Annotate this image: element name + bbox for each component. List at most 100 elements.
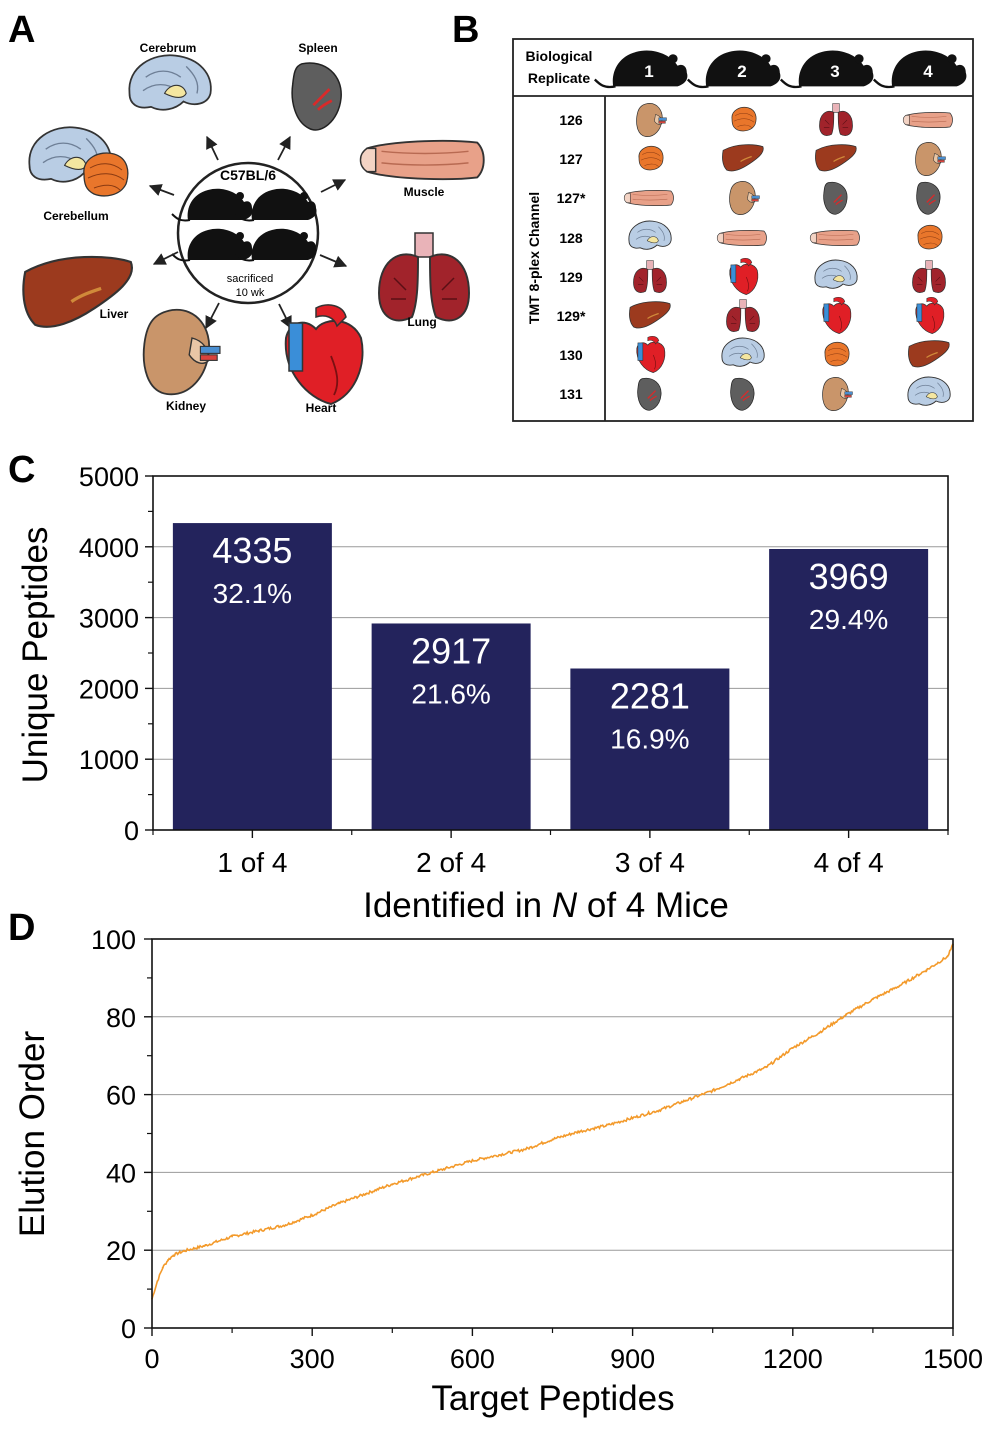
chart-c-xlabel-var: N [552, 886, 578, 925]
x-tick-label: 1200 [763, 1344, 823, 1374]
arrow [319, 254, 348, 268]
strain-label: C57BL/6 [220, 167, 276, 183]
channel-label: 128 [559, 230, 583, 246]
y-tick-label: 3000 [79, 604, 139, 634]
cerebellum-icon [824, 341, 850, 367]
data-point [471, 1159, 474, 1162]
panel-d: D 0 20 40 60 80 100 0 300 600 900 1200 1500 Elution… [8, 907, 983, 1418]
arrow [205, 302, 220, 330]
data-point [418, 1175, 420, 1178]
data-point [818, 1031, 821, 1034]
bar-chart: 4335 32.1% 1 of 4 2917 21.6% 2 of 4 2281 16.9% 3… [79, 462, 949, 878]
data-point [845, 1013, 848, 1016]
y-tick-label: 60 [106, 1081, 136, 1111]
organ-label-spleen: Spleen [298, 41, 337, 55]
arrows [148, 135, 348, 330]
organ-label-kidney: Kidney [166, 399, 206, 413]
data-point [172, 1254, 175, 1257]
data-point [791, 1047, 794, 1049]
data-point [524, 1148, 527, 1150]
y-tick-label: 40 [106, 1158, 136, 1188]
spleen-icon [290, 61, 343, 132]
chart-c-xlabel: Identified in N of 4 Mice [363, 886, 729, 925]
bar-value-label: 4335 [212, 530, 292, 571]
bar-value-label: 2917 [411, 630, 491, 671]
cerebellum-icon [731, 106, 757, 132]
y-tick-label: 80 [106, 1003, 136, 1033]
data-point [183, 1250, 185, 1252]
y-tick-label: 2000 [79, 674, 139, 704]
data-point [444, 1167, 447, 1170]
organ-label-cerebrum: Cerebrum [140, 41, 197, 55]
data-point [338, 1202, 340, 1205]
organ-label-muscle: Muscle [404, 185, 445, 199]
cerebellum-icon [638, 145, 664, 171]
data-point [765, 1066, 767, 1069]
y-tick-label: 20 [106, 1236, 136, 1266]
data-point [177, 1252, 180, 1254]
chart-c-xlabel-prefix: Identified in [363, 886, 552, 925]
bar-value-label: 2281 [610, 676, 690, 717]
data-point [551, 1138, 554, 1141]
bar-value-label: 3969 [809, 556, 889, 597]
lung-icon [378, 232, 470, 322]
y-tick-label: 100 [91, 925, 136, 955]
data-point [711, 1089, 714, 1092]
arrow [320, 179, 347, 193]
x-tick-label: 1500 [923, 1344, 983, 1374]
x-tick-label: 2 of 4 [416, 847, 486, 878]
panel-a: A C57BL/6 sacrificed 10 wk Cerebrum Sple… [8, 9, 485, 415]
bar [172, 523, 332, 830]
bar-percent-label: 21.6% [411, 678, 490, 709]
chart-d-xlabel: Target Peptides [431, 1379, 674, 1418]
chart-d-ylabel: Elution Order [13, 1031, 52, 1238]
x-tick-label: 300 [290, 1344, 335, 1374]
data-point [284, 1224, 287, 1226]
organ-label-cerebellum: Cerebellum [43, 209, 108, 223]
data-point [658, 1109, 661, 1112]
data-point [498, 1153, 500, 1156]
data-point [738, 1078, 741, 1080]
muscle-icon [809, 229, 860, 247]
replicate-headers: 1 2 3 4 [593, 49, 968, 89]
data-point [925, 969, 928, 972]
data-point [167, 1259, 169, 1261]
arrow [277, 135, 291, 161]
replicate-header-line2: Replicate [528, 70, 590, 86]
y-tick-label: 4000 [79, 533, 139, 563]
channel-label: 130 [559, 347, 583, 363]
bar-percent-label: 29.4% [809, 604, 888, 635]
data-point [631, 1117, 634, 1119]
cerebellum-icon [83, 152, 129, 197]
data-point [946, 955, 949, 958]
y-tick-label: 1000 [79, 745, 139, 775]
channel-label: 129* [557, 308, 586, 324]
data-point [231, 1235, 234, 1238]
data-point [193, 1247, 196, 1250]
sacrificed-label: sacrificed [227, 273, 273, 285]
data-point [872, 998, 874, 1001]
data-point [257, 1229, 260, 1232]
panel-a-label: A [8, 9, 35, 51]
bar-percent-label: 32.1% [213, 578, 292, 609]
y-tick-label: 0 [124, 816, 139, 846]
panel-c: C 4335 32.1% 1 of 4 2917 21.6% 2 of 4 2281 16.9… [8, 449, 949, 925]
bar [570, 668, 730, 830]
channel-axis-label: TMT 8-plex Channel [526, 192, 542, 324]
replicate-number: 1 [644, 62, 653, 81]
x-tick-label: 4 of 4 [814, 847, 884, 878]
x-tick-label: 600 [450, 1344, 495, 1374]
age-label: 10 wk [236, 287, 265, 299]
data-point [391, 1183, 394, 1185]
channel-label: 126 [559, 112, 583, 128]
replicate-header-line1: Biological [526, 48, 593, 64]
data-point [311, 1214, 314, 1217]
y-tick-label: 0 [121, 1314, 136, 1344]
heart-icon [284, 304, 364, 405]
x-tick-label: 3 of 4 [615, 847, 685, 878]
data-point [156, 1280, 159, 1283]
channel-label: 129 [559, 269, 583, 285]
panel-b-label: B [452, 9, 479, 51]
replicate-number: 4 [923, 62, 933, 81]
